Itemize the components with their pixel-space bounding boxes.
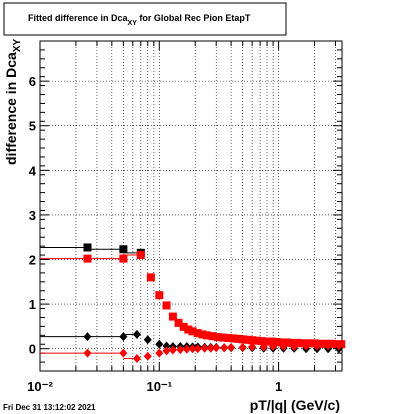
data-point-square [224, 334, 233, 342]
plot-area [39, 40, 346, 372]
data-point-square [316, 339, 325, 348]
x-tick-labels: 10⁻² 10⁻¹ 1 [27, 379, 282, 394]
data-point-diamond [132, 329, 141, 339]
data-point-diamond [313, 341, 322, 351]
data-point-diamond [227, 342, 236, 352]
data-point-square [234, 334, 243, 343]
grid [39, 41, 342, 371]
data-point-square [198, 330, 207, 339]
data-point-square [278, 338, 287, 347]
data-point-diamond [155, 348, 164, 358]
x-tick-label: 10⁻² [27, 379, 53, 394]
data-point-diamond [162, 346, 171, 356]
data-point-diamond [155, 339, 164, 349]
y-tick-labels: 0 1 2 3 4 5 6 [29, 74, 37, 357]
data-point-square [213, 333, 222, 342]
data-point-square [229, 334, 238, 343]
data-point-square [293, 338, 302, 347]
data-point-square [238, 335, 247, 344]
data-point-diamond [302, 341, 311, 351]
x-tick-label: 10⁻¹ [146, 379, 172, 394]
timestamp: Fri Dec 31 13:12:02 2021 [3, 403, 96, 412]
data-point-square [253, 336, 262, 345]
data-point-diamond [269, 341, 278, 351]
data-point-square [263, 337, 272, 346]
data-point-square [283, 338, 292, 347]
y-tick-label: 0 [29, 342, 36, 357]
y-tick-label: 3 [29, 208, 36, 223]
data-point-square [179, 322, 188, 331]
data-point-square [288, 338, 297, 347]
data-point-square [305, 339, 314, 348]
data-point-square [188, 327, 197, 336]
data-point-square [119, 245, 128, 254]
data-point-square [168, 312, 177, 321]
data-point-square [208, 332, 217, 341]
data-point-diamond [162, 341, 171, 351]
data-point-diamond [290, 341, 299, 351]
data-point-square [273, 338, 282, 347]
data-point-square [298, 339, 307, 348]
data-point-diamond [279, 341, 288, 351]
data-point-diamond [248, 342, 257, 352]
x-axis-label: pT/|q| (GeV/c) [250, 397, 340, 413]
x-tick-label: 1 [275, 379, 282, 394]
data-point-diamond [168, 345, 177, 355]
data-point-square [310, 339, 319, 348]
data-point-diamond [334, 341, 343, 351]
y-tick-label: 1 [29, 297, 36, 312]
data-point-diamond [132, 354, 141, 364]
data-point-diamond [212, 343, 221, 353]
data-point-diamond [206, 343, 215, 353]
data-point-square [193, 329, 202, 338]
data-point-diamond [143, 335, 152, 345]
data-point-square [136, 251, 145, 260]
chart-title: Fitted difference in DcaXY for Global Re… [28, 13, 251, 27]
data-point-square [248, 336, 257, 345]
data-point-diamond [119, 348, 128, 358]
y-axis-label: difference in DcaXY [3, 39, 23, 165]
data-point-square [257, 337, 266, 346]
data-point-square [267, 337, 276, 346]
data-point-diamond [119, 332, 128, 342]
data-point-diamond [193, 344, 202, 354]
series-3 [40, 341, 343, 364]
data-point-square [243, 335, 252, 344]
data-point-square [327, 339, 336, 348]
y-tick-label: 6 [29, 74, 36, 89]
data-point-square [155, 291, 164, 300]
y-tick-label: 2 [29, 253, 36, 268]
data-point-square [83, 243, 92, 252]
data-point-square [162, 301, 171, 310]
data-point-diamond [324, 341, 333, 351]
data-point-square [184, 325, 193, 334]
data-point-diamond [259, 342, 268, 352]
data-point-diamond [200, 343, 209, 353]
data-point-square [119, 254, 128, 263]
data-point-diamond [238, 342, 247, 352]
data-point-square [174, 318, 183, 327]
data-point-square [218, 333, 227, 342]
series-1 [40, 251, 346, 349]
data-point-diamond [220, 343, 229, 353]
data-point-diamond [176, 345, 185, 355]
data-point-square [146, 273, 155, 282]
axis-ticks [39, 40, 342, 372]
series-layer [40, 243, 346, 364]
y-tick-label: 4 [29, 163, 37, 178]
data-point-diamond [143, 351, 152, 361]
title-box [3, 2, 287, 36]
data-point-diamond [182, 344, 191, 354]
data-point-square [202, 331, 211, 340]
data-point-diamond [188, 344, 197, 354]
y-tick-label: 5 [29, 119, 36, 134]
